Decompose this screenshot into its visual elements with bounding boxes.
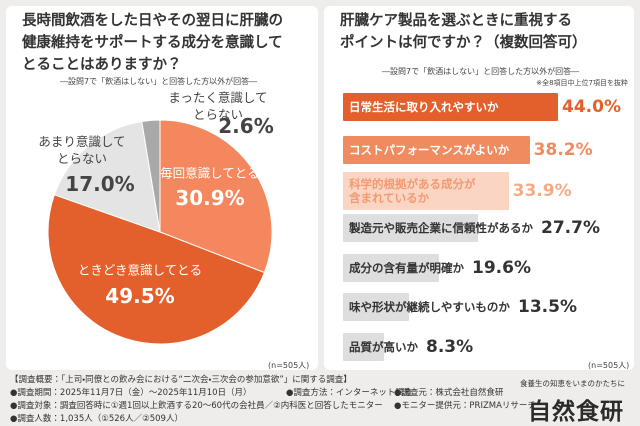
- bar: [343, 293, 409, 321]
- bar-value-label: 38.2%: [533, 140, 593, 160]
- bar-category-label: 品質が高いか: [349, 340, 418, 354]
- slice-value-label: 49.5%: [105, 284, 175, 308]
- bar-category-label: 日常生活に取り入れやすいか: [349, 100, 499, 114]
- bar: [343, 214, 479, 242]
- slice-label: 毎回意識してとる: [160, 165, 260, 181]
- chart-title: 肝臓ケア製品を選ぶときに重視する ポイントは何ですか？（複数回答可）: [340, 13, 587, 51]
- bar-value-label: 33.9%: [512, 181, 572, 201]
- bar-category-label: 製造元や販売企業に信頼性があるか: [349, 221, 533, 235]
- bar-category-label: 成分の含有量が明確か: [349, 261, 464, 275]
- bar-value-label: 44.0%: [562, 97, 621, 117]
- bar: [343, 254, 439, 282]
- footer-provider: ●モニター提供元：PRIZMAリサーチ: [394, 401, 536, 411]
- footer-source: ●調査元：株式会社自然食研: [394, 388, 504, 398]
- logo-tagline: 食養生の知恵をいまのかたちに: [520, 379, 625, 388]
- bar-value-label: 19.6%: [472, 258, 531, 278]
- chart-subtitle: ―設問7で「飲酒はしない」と回答した方以外が回答―: [382, 67, 580, 76]
- bar: [343, 136, 530, 164]
- logo-name: 自然食研: [528, 399, 624, 425]
- bar: [343, 333, 384, 361]
- footer-period: ●調査期間：2025年11月7日（金）〜2025年11月10日（月）: [10, 388, 252, 398]
- pie-slice: [53, 120, 161, 233]
- footer-count: ●調査人数：1,035人（①526人／②509人）: [10, 414, 183, 424]
- pie-slice: [159, 119, 273, 274]
- chart-subtitle: ―設問7で「飲酒はしない」と回答した方以外が回答―: [60, 77, 258, 86]
- sample-note: (n=505人): [588, 361, 630, 370]
- bar-value-label: 13.5%: [518, 297, 577, 317]
- bar-value-label: 8.3%: [426, 337, 474, 357]
- footer-target: ●調査対象：調査回答時に①週1回以上飲酒する20〜60代の会社員／②内科医と回答…: [10, 401, 383, 411]
- slice-value-label: 30.9%: [175, 186, 245, 210]
- slice-label: あまり意識して とらない: [38, 134, 126, 166]
- slice-value-label: 17.0%: [65, 172, 135, 196]
- slice-label: まったく意識して とらない: [168, 90, 268, 122]
- sample-note: (n=505人): [268, 361, 310, 370]
- bar-value-label: 27.7%: [541, 218, 600, 238]
- pie-slice: [47, 194, 266, 345]
- footer-heading: 【調査概要：「上司・同僚との飲み会における“二次会・三次会の参加意欲”」に関する…: [10, 375, 352, 385]
- bar: [343, 93, 558, 121]
- chart-title: 長時間飲酒をした日やその翌日に肝臓の 健康維持をサポートする成分を意識して とる…: [22, 13, 283, 73]
- slice-value-label: 2.6%: [218, 114, 274, 138]
- slice-label: ときどき意識してとる: [77, 262, 203, 278]
- footnote: ※全8項目中上位7項目を抜粋: [536, 79, 628, 87]
- bar-category-label: 味や形状が継続しやすいものか: [349, 300, 510, 314]
- bar-category-label: 科学的根拠がある成分が 含まれているか: [349, 177, 476, 205]
- pie-slice: [141, 119, 161, 233]
- footer-method: ●調査方法：インターネット調査: [286, 388, 413, 398]
- bar: [343, 172, 509, 210]
- bar-category-label: コストパフォーマンスがよいか: [349, 143, 510, 157]
